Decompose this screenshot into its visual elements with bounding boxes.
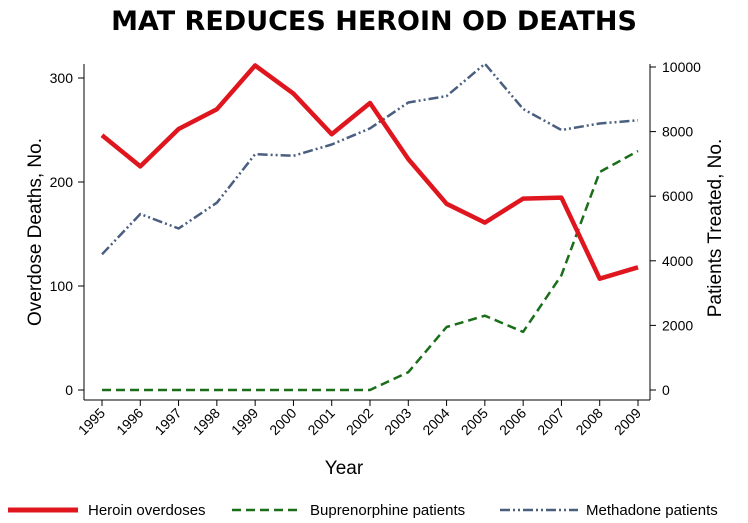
heroin-overdoses-line: [100, 63, 639, 281]
x-tick-label: 1995: [75, 405, 108, 438]
right-y-ticks: 0 2000 4000 6000 8000 10000: [650, 59, 701, 398]
buprenorphine-patients-line: [102, 149, 639, 392]
right-tick-label: 4000: [662, 253, 693, 269]
right-tick-label: 2000: [662, 317, 693, 333]
x-tick-label: 2008: [572, 405, 605, 438]
right-tick-label: 6000: [662, 188, 693, 204]
legend-label-heroin: Heroin overdoses: [88, 502, 206, 519]
series-lines: [100, 62, 639, 392]
right-tick-label: 10000: [662, 59, 701, 75]
x-ticks: 1995 1996 1997 1998 1999 2000 2001 2002 2003 2004…: [75, 400, 644, 438]
x-tick-label: 2006: [496, 405, 529, 438]
x-tick-label: 2000: [266, 405, 299, 438]
legend-label-buprenorphine: Buprenorphine patients: [310, 502, 465, 519]
x-tick-label: 1998: [190, 405, 223, 438]
x-tick-label: 2001: [304, 405, 337, 438]
chart-title: MAT REDUCES HEROIN OD DEATHS: [111, 6, 637, 37]
left-tick-label: 100: [50, 278, 74, 294]
x-tick-label: 2005: [458, 405, 491, 438]
plot-frame: [83, 64, 651, 401]
right-y-axis-label: Patients Treated, No.: [705, 139, 726, 318]
legend-label-methadone: Methadone patients: [586, 502, 718, 519]
legend: Heroin overdoses Buprenorphine patients …: [8, 502, 718, 519]
x-tick-label: 2003: [381, 405, 414, 438]
left-y-ticks: 0 100 200 300: [50, 70, 84, 398]
left-y-axis-label: Overdose Deaths, No.: [25, 138, 46, 326]
x-tick-label: 2009: [611, 405, 644, 438]
methadone-patients-line: [101, 62, 639, 256]
x-tick-label: 1997: [151, 405, 184, 438]
x-tick-label: 1996: [113, 405, 146, 438]
x-tick-label: 2007: [534, 405, 567, 438]
right-tick-label: 0: [662, 382, 670, 398]
x-tick-label: 1999: [228, 405, 261, 438]
x-tick-label: 2002: [343, 405, 376, 438]
x-tick-label: 2004: [419, 405, 452, 438]
left-tick-label: 300: [50, 70, 74, 86]
left-tick-label: 0: [65, 382, 73, 398]
x-axis-label: Year: [325, 458, 364, 479]
right-tick-label: 8000: [662, 124, 693, 140]
left-tick-label: 200: [50, 174, 74, 190]
